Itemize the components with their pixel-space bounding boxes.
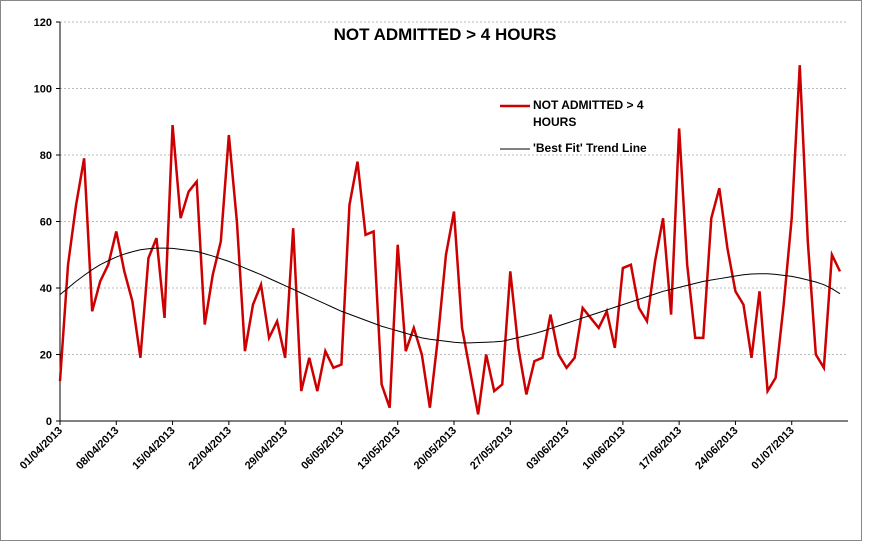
legend-label: 'Best Fit' Trend Line [533,141,647,155]
y-tick-label: 20 [40,350,52,362]
y-tick-label: 80 [40,150,52,162]
chart-frame [0,0,862,541]
y-tick-label: 100 [34,84,52,96]
y-tick-label: 40 [40,283,52,295]
y-tick-label: 120 [34,17,52,29]
legend-label: NOT ADMITTED > 4 HOURS [533,98,644,129]
series-line [59,247,841,344]
chart-title: NOT ADMITTED > 4 HOURS [334,25,557,44]
y-tick-label: 0 [46,416,52,428]
y-tick-label: 60 [40,217,52,229]
series-line [58,65,842,415]
